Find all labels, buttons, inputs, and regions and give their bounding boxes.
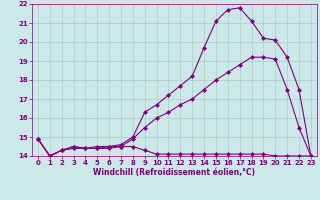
X-axis label: Windchill (Refroidissement éolien,°C): Windchill (Refroidissement éolien,°C) xyxy=(93,168,255,177)
